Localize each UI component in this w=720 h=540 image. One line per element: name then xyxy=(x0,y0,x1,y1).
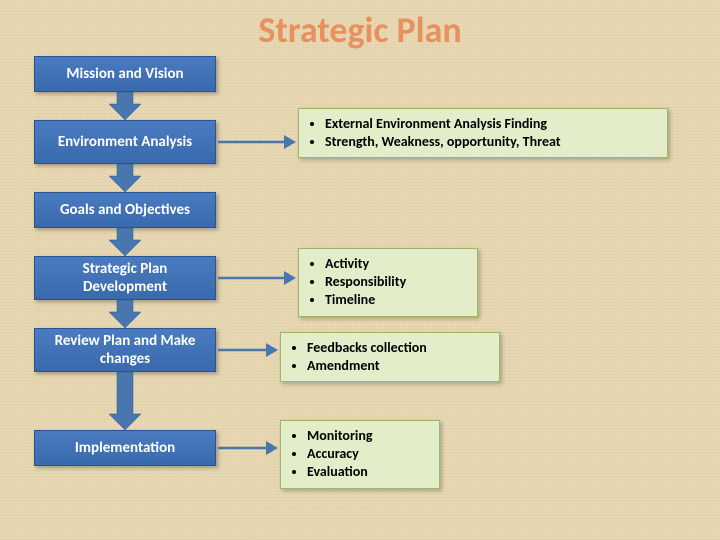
detail-item: Monitoring xyxy=(307,427,429,445)
flow-box-b2: Environment Analysis xyxy=(34,120,216,164)
detail-box-d2: ActivityResponsibilityTimeline xyxy=(298,248,478,317)
flow-box-b3: Goals and Objectives xyxy=(34,192,216,228)
detail-item: External Environment Analysis Finding xyxy=(325,115,657,133)
arrow-down-icon xyxy=(105,228,145,256)
detail-item: Feedbacks collection xyxy=(307,339,489,357)
detail-item: Amendment xyxy=(307,357,489,375)
flow-box-b5: Review Plan and Make changes xyxy=(34,328,216,372)
detail-box-d4: MonitoringAccuracyEvaluation xyxy=(280,420,440,489)
detail-item: Responsibility xyxy=(325,273,467,291)
arrow-right-icon xyxy=(218,438,278,458)
detail-item: Timeline xyxy=(325,291,467,309)
detail-item: Evaluation xyxy=(307,463,429,481)
arrow-down-icon xyxy=(105,372,145,430)
page-title: Strategic Plan xyxy=(0,8,720,52)
detail-box-d3: Feedbacks collectionAmendment xyxy=(280,332,500,382)
detail-item: Activity xyxy=(325,255,467,273)
flow-box-b1: Mission and Vision xyxy=(34,56,216,92)
arrow-right-icon xyxy=(218,268,296,288)
detail-box-d1: External Environment Analysis FindingStr… xyxy=(298,108,668,158)
arrow-down-icon xyxy=(105,164,145,192)
flow-box-b4: Strategic Plan Development xyxy=(34,256,216,300)
arrow-right-icon xyxy=(218,340,278,360)
arrow-right-icon xyxy=(218,132,296,152)
flow-box-b6: Implementation xyxy=(34,430,216,466)
arrow-down-icon xyxy=(105,300,145,328)
arrow-down-icon xyxy=(105,92,145,120)
detail-item: Strength, Weakness, opportunity, Threat xyxy=(325,133,657,151)
detail-item: Accuracy xyxy=(307,445,429,463)
